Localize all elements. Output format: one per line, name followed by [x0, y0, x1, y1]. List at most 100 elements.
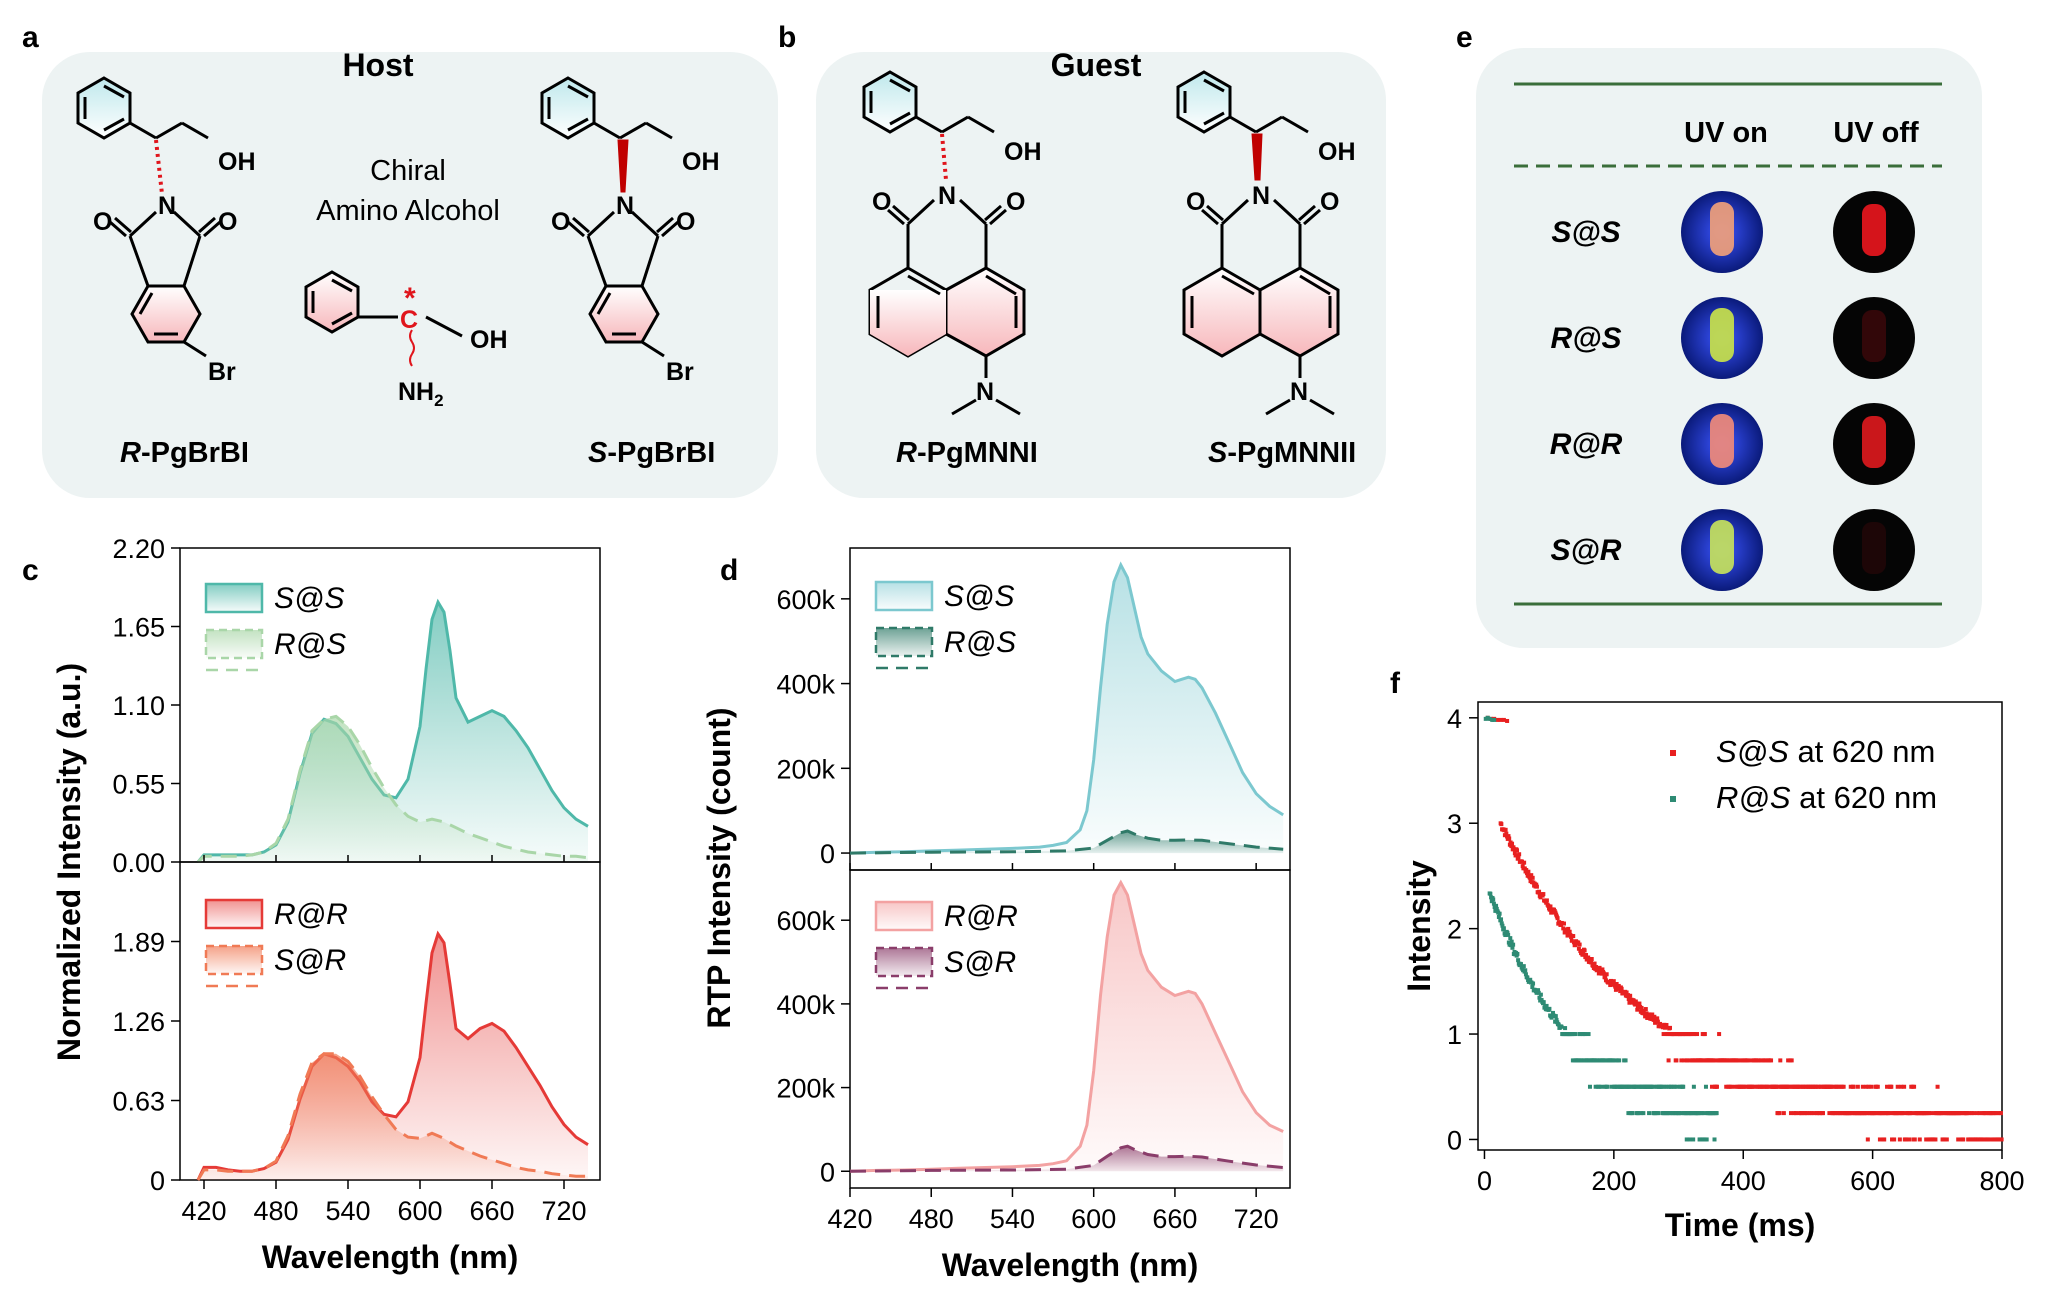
data-point: [1499, 917, 1504, 922]
legend-swatch-R@S: [204, 628, 264, 660]
data-point: [1682, 1058, 1687, 1063]
data-point: [1498, 717, 1503, 722]
panel-a-host: Host OH N O O Br R-PgBrBI Chiral Amino A…: [42, 47, 778, 498]
s-pgbrbi-suffix: -PgBrBI: [607, 437, 715, 469]
data-point: [1998, 1111, 2003, 1116]
y-axis-title: Normalized Intensity (a.u.): [51, 663, 87, 1061]
data-point: [1613, 987, 1618, 992]
guest-panel-background: [816, 52, 1386, 498]
y-tick-label: 0.63: [112, 1087, 165, 1117]
data-point: [1613, 984, 1618, 989]
data-point: [1929, 1111, 1934, 1116]
legend-label: R@S at 620 nm: [1716, 780, 1937, 815]
data-point: [1515, 951, 1520, 956]
y-tick-label: 400k: [776, 670, 835, 700]
data-point: [1674, 1058, 1679, 1063]
col-uv-off: UV off: [1833, 117, 1919, 149]
panel-f-decay: 0 1 2 3 4 0 200 400 600 800 Time (ms) Intensity S@S …: [1401, 701, 2025, 1243]
uv-on-sample: [1710, 520, 1734, 574]
data-point: [1567, 929, 1572, 934]
data-point: [1704, 1137, 1709, 1142]
data-point: [1872, 1111, 1877, 1116]
data-point: [1499, 822, 1504, 827]
data-point: [1587, 1084, 1592, 1089]
s-guest-n-label: N: [1252, 182, 1270, 210]
data-point: [1703, 1084, 1708, 1089]
x-tick-label: 600: [1850, 1166, 1895, 1196]
data-point: [1559, 1024, 1564, 1029]
data-point: [1982, 1137, 1987, 1142]
data-point: [1991, 1111, 1996, 1116]
panel-e-photos: UV on UV off S@S R@S R@R S@R: [1476, 48, 1982, 648]
legend-label: S@S at 620 nm: [1716, 734, 1935, 769]
data-point: [1526, 869, 1531, 874]
data-point: [1787, 1084, 1792, 1089]
series-area-R@R: [850, 882, 1284, 1172]
data-point: [1511, 942, 1516, 947]
legend-swatch-R@R: [204, 898, 264, 930]
photo-row: S@S: [1551, 191, 1915, 273]
data-point: [1660, 1025, 1665, 1030]
data-point: [1569, 938, 1574, 943]
data-point: [1616, 983, 1621, 988]
data-point: [1634, 1001, 1639, 1006]
legend-label: R@R: [274, 898, 348, 931]
data-point: [1798, 1084, 1803, 1089]
data-point: [1700, 1111, 1705, 1116]
data-point: [1534, 884, 1539, 889]
data-point: [1892, 1137, 1897, 1142]
data-point: [1524, 868, 1529, 873]
data-point: [1564, 927, 1569, 932]
data-point: [1885, 1084, 1890, 1089]
data-point: [1491, 897, 1496, 902]
data-point: [1684, 1137, 1689, 1142]
series-line-R@S: [849, 829, 1284, 855]
x-axis-title: Wavelength (nm): [262, 1239, 519, 1275]
data-point: [1519, 859, 1524, 864]
data-point: [1630, 1111, 1635, 1116]
data-point: [1546, 903, 1551, 908]
data-point: [1702, 1111, 1707, 1116]
series-S@S at 620 nm: [1485, 715, 2004, 1142]
r-pgmnni-suffix: -PgMNNI: [917, 437, 1038, 469]
data-point: [1506, 932, 1511, 937]
molecule-s-pgmnnii: [1176, 70, 1340, 416]
data-point: [1774, 1084, 1779, 1089]
data-point: [1788, 1111, 1793, 1116]
data-point: [1769, 1058, 1774, 1063]
panel-letter-b: b: [778, 21, 796, 54]
data-point: [1899, 1084, 1904, 1089]
y-tick-label: 0: [1447, 1125, 1462, 1155]
data-point: [1971, 1111, 1976, 1116]
data-point: [1656, 1111, 1661, 1116]
data-point: [1651, 1017, 1656, 1022]
series-line-S@R: [196, 1052, 588, 1181]
r-host-oh-label: OH: [218, 148, 256, 176]
data-point: [1505, 718, 1510, 723]
y-tick-label: 0: [820, 1157, 835, 1187]
data-point: [1634, 1084, 1639, 1089]
data-point: [1778, 1058, 1783, 1063]
data-point: [1561, 926, 1566, 931]
data-point: [1586, 1032, 1591, 1037]
data-point: [1819, 1084, 1824, 1089]
legend-label: R@S: [274, 628, 346, 661]
data-point: [1659, 1084, 1664, 1089]
data-point: [1534, 882, 1539, 887]
data-point: [1965, 1111, 1970, 1116]
data-point: [1508, 936, 1513, 941]
data-point: [1643, 1014, 1648, 1019]
data-point: [1809, 1111, 1814, 1116]
data-point: [1675, 1084, 1680, 1089]
data-point: [1582, 1032, 1587, 1037]
data-point: [1631, 998, 1636, 1003]
y-tick-label: 200k: [776, 1074, 835, 1104]
data-point: [1887, 1111, 1892, 1116]
data-point: [1641, 1111, 1646, 1116]
series-line-S@S: [849, 561, 1284, 855]
data-point: [1895, 1084, 1900, 1089]
data-point: [1628, 993, 1633, 998]
data-point: [1655, 1019, 1660, 1024]
amino-nh-text: NH: [398, 378, 434, 406]
data-point: [1593, 1084, 1598, 1089]
